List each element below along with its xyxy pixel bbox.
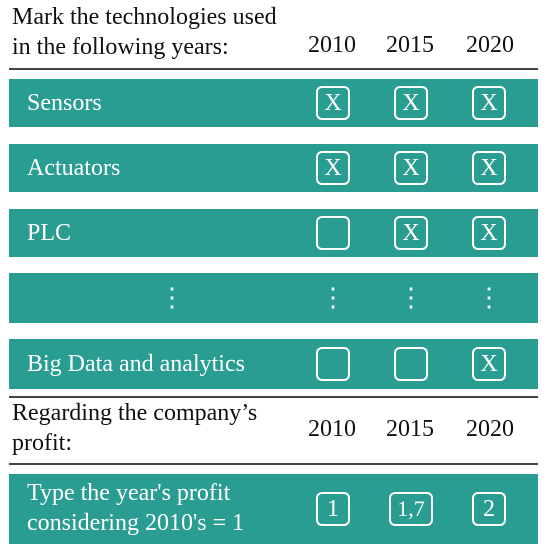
year-2015-label: 2015	[386, 32, 434, 58]
ellipsis-2010: ⋮	[320, 283, 346, 312]
checkbox-2020[interactable]: X	[472, 347, 506, 381]
checkbox-2020[interactable]: X	[472, 151, 506, 185]
checkbox-2015[interactable]: X	[394, 151, 428, 185]
tech-row-ellipsis: ⋮ ⋮ ⋮ ⋮	[9, 273, 538, 323]
ellipsis-2020: ⋮	[476, 283, 502, 312]
profit-input-2020[interactable]: 2	[472, 492, 506, 526]
year-2020-label: 2020	[466, 32, 514, 58]
profit-row-label-line1: Type the year's profit	[27, 480, 231, 506]
profit-question-line2: profit:	[12, 430, 72, 456]
year-2020-label: 2020	[466, 416, 514, 442]
tech-question-line2: in the following years:	[12, 34, 229, 60]
checkbox-2015[interactable]: X	[394, 86, 428, 120]
checkbox-2010[interactable]: X	[316, 86, 350, 120]
ellipsis-2015: ⋮	[398, 283, 424, 312]
tech-row-plc: PLC X X	[9, 209, 538, 257]
tech-row-actuators: Actuators X X X	[9, 144, 538, 192]
tech-row-label: Sensors	[27, 90, 102, 116]
profit-input-2015[interactable]: 1,7	[389, 492, 433, 526]
tech-row-big-data: Big Data and analytics X	[9, 339, 538, 389]
checkbox-2015[interactable]: X	[394, 216, 428, 250]
ellipsis-label: ⋮	[159, 283, 185, 312]
year-2015-label: 2015	[386, 416, 434, 442]
profit-header-divider	[9, 463, 538, 465]
profit-input-2010[interactable]: 1	[316, 492, 350, 526]
year-2010-label: 2010	[308, 416, 356, 442]
profit-question-line1: Regarding the company’s	[12, 400, 258, 426]
checkbox-2015[interactable]	[394, 347, 428, 381]
checkbox-2020[interactable]: X	[472, 216, 506, 250]
tech-row-label: Actuators	[27, 155, 121, 181]
checkbox-2010[interactable]	[316, 347, 350, 381]
header-divider	[9, 68, 538, 70]
profit-row-label-line2: considering 2010's = 1	[27, 510, 245, 536]
checkbox-2010[interactable]: X	[316, 151, 350, 185]
tech-row-sensors: Sensors X X X	[9, 79, 538, 127]
profit-row: Type the year's profit considering 2010'…	[9, 474, 538, 544]
section-divider	[9, 396, 538, 398]
checkbox-2010[interactable]	[316, 216, 350, 250]
tech-row-label: PLC	[27, 220, 72, 246]
tech-question-line1: Mark the technologies used	[12, 4, 277, 30]
year-2010-label: 2010	[308, 32, 356, 58]
tech-row-label: Big Data and analytics	[27, 351, 245, 377]
checkbox-2020[interactable]: X	[472, 86, 506, 120]
